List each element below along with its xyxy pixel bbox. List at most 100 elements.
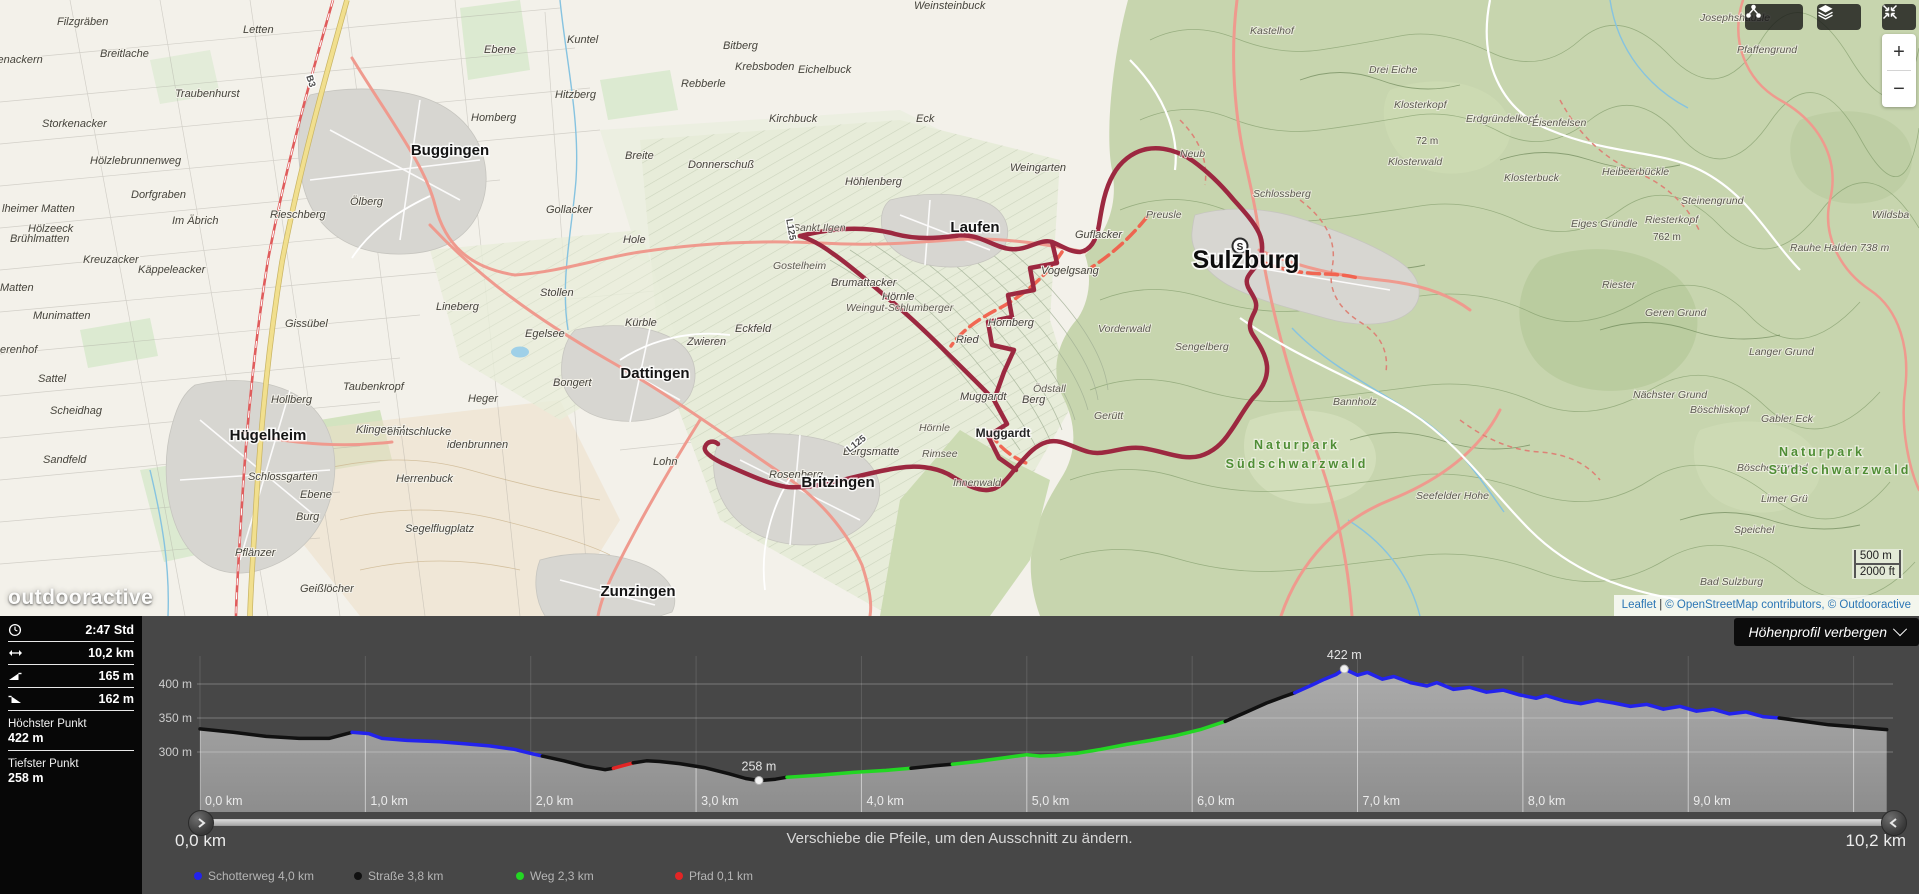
clock-icon <box>8 623 22 636</box>
zoom-in-button[interactable]: + <box>1893 40 1905 63</box>
map-label: Berg <box>1022 394 1046 406</box>
outdooractive-link[interactable]: © Outdooractive <box>1827 599 1911 611</box>
map-label: L125 <box>783 218 798 242</box>
map-label: Scheidhag <box>50 405 103 417</box>
map-label: Hölzlebrunnenweg <box>90 155 182 167</box>
map-label: Gollacker <box>546 204 594 216</box>
map-label: Südschwarzwald <box>1769 463 1912 477</box>
map-label: Heibeerbückle <box>1602 166 1669 178</box>
layers-button[interactable] <box>1817 4 1861 30</box>
map-label: Bannholz <box>1333 396 1378 408</box>
x-axis-label: 7,0 km <box>1363 794 1401 808</box>
map-label: Zunzingen <box>601 583 676 600</box>
map-label: Erdgründelkopf <box>1466 113 1538 125</box>
descent-value: 162 m <box>98 691 134 706</box>
map-label: Ödstall <box>1033 383 1066 395</box>
map-attribution: Leaflet | © OpenStreetMap contributors, © … <box>1613 595 1919 616</box>
pond-egelsee <box>511 346 529 358</box>
collapse-map-button[interactable] <box>1882 4 1916 30</box>
lowest-point-marker[interactable] <box>754 776 764 786</box>
map-label: Langer Grund <box>1749 346 1815 358</box>
map-label: Schlossberg <box>1253 188 1311 200</box>
legend-dot <box>675 872 683 880</box>
map-label: Geren Grund <box>1645 307 1707 319</box>
map-label: 762 m <box>1653 232 1681 243</box>
range-slider-right-handle[interactable] <box>1881 810 1907 836</box>
route-line[interactable] <box>702 146 1270 493</box>
map-label: Speichel <box>1734 524 1775 536</box>
map-label: Gostelheim <box>773 260 826 272</box>
y-axis-label: 400 m <box>159 677 192 691</box>
route-start-marker[interactable]: S <box>1231 237 1249 255</box>
map-label: Drei Eiche <box>1369 64 1418 76</box>
lowest-point-value: 258 m <box>8 771 44 785</box>
hide-profile-button[interactable]: Höhenprofil verbergen <box>1734 618 1919 646</box>
descent-icon <box>8 695 21 703</box>
map-label: Eiges Gründle <box>1571 218 1638 230</box>
map-label: Vorderwald <box>1098 323 1152 335</box>
map-label: Hole <box>623 234 646 246</box>
map-label: Dattingen <box>620 365 689 382</box>
range-start-label: 0,0 km <box>175 831 227 850</box>
map-label: Ölberg <box>350 196 384 208</box>
lowest-point-label: Tiefster Punkt <box>8 758 79 770</box>
x-axis-label: 4,0 km <box>866 794 904 808</box>
descent-stat: 162 m <box>8 688 134 711</box>
osm-link[interactable]: © OpenStreetMap contributors, <box>1665 599 1825 611</box>
profile-segment-strasse <box>909 762 955 771</box>
map-label: Storkenacker <box>42 118 108 130</box>
map-label: Höhlenberg <box>845 176 903 188</box>
ascent-stat: 165 m <box>8 665 134 688</box>
x-axis-label: 9,0 km <box>1693 794 1731 808</box>
x-axis-label: 8,0 km <box>1528 794 1566 808</box>
leaflet-link[interactable]: Leaflet <box>1621 599 1657 611</box>
map-svg: S Filzgräben Letten Breitlache kenackern Tra… <box>0 0 1919 616</box>
profile-segment-schotterweg <box>1292 667 1781 720</box>
y-axis-label: 350 m <box>159 711 192 725</box>
ascent-value: 165 m <box>98 668 134 683</box>
legend-item-strasse: Straße 3,8 km <box>354 869 443 883</box>
outdooractive-watermark: outdooractive <box>8 586 154 609</box>
map-label: Kirchbuck <box>769 113 818 125</box>
map-label: Sattel <box>38 373 67 385</box>
lowest-point-stat: Tiefster Punkt 258 m <box>8 755 134 790</box>
surface-legend: Schotterweg 4,0 km Straße 3,8 km Weg 2,3 k… <box>0 869 1919 887</box>
route-tools-button[interactable] <box>1745 4 1803 30</box>
legend-item-schotterweg: Schotterweg 4,0 km <box>194 869 314 883</box>
map-label: Weingut-Schlumberger <box>846 302 954 314</box>
distance-value: 10,2 km <box>88 645 134 660</box>
range-slider-left-handle[interactable] <box>188 810 214 836</box>
profile-segment-pfad <box>611 761 635 771</box>
start-marker-letter: S <box>1237 242 1244 253</box>
zoom-control: + − <box>1882 34 1916 107</box>
highest-point-marker[interactable] <box>1339 664 1349 674</box>
slope-hachures <box>829 217 1109 451</box>
share-nodes-icon <box>1746 4 1761 18</box>
map-label: Südschwarzwald <box>1226 457 1369 471</box>
legend-dot <box>354 872 362 880</box>
elevation-chart[interactable]: 400 m 350 m 300 m 0,0 km 1,0 km 2,0 km 3,0 km 4… <box>0 616 1919 894</box>
map-label: Hollberg <box>271 394 313 406</box>
zoom-out-button[interactable]: − <box>1893 77 1905 100</box>
map-label: Breitlache <box>100 48 149 60</box>
map-label: Rosenberg <box>769 469 824 481</box>
map-label: Sankt Ilgen <box>793 222 846 234</box>
range-slider-track[interactable] <box>200 819 1893 826</box>
map-label: Kastelhof <box>1250 25 1295 37</box>
map-label: Lineberg <box>436 301 480 313</box>
ascent-icon <box>9 672 22 680</box>
map-label: Vogelgsang <box>1041 265 1100 277</box>
map-label: Steinengrund <box>1681 195 1745 207</box>
map-scale: 500 m 2000 ft <box>1851 549 1903 579</box>
map-label: Laufen <box>950 219 999 236</box>
chevron-down-icon <box>1892 622 1908 637</box>
scale-metric: 500 m <box>1853 550 1901 565</box>
legend-label: Pfad 0,1 km <box>689 869 754 883</box>
map-canvas[interactable]: S Filzgräben Letten Breitlache kenackern Tra… <box>0 0 1919 616</box>
attribution-separator: | <box>1659 599 1663 611</box>
map-label: Breite <box>625 150 654 162</box>
map-label: Kreuzacker <box>83 254 140 266</box>
map-label: 72 m <box>1416 136 1438 147</box>
scale-imperial: 2000 ft <box>1853 565 1901 578</box>
profile-segment-weg <box>785 766 913 779</box>
